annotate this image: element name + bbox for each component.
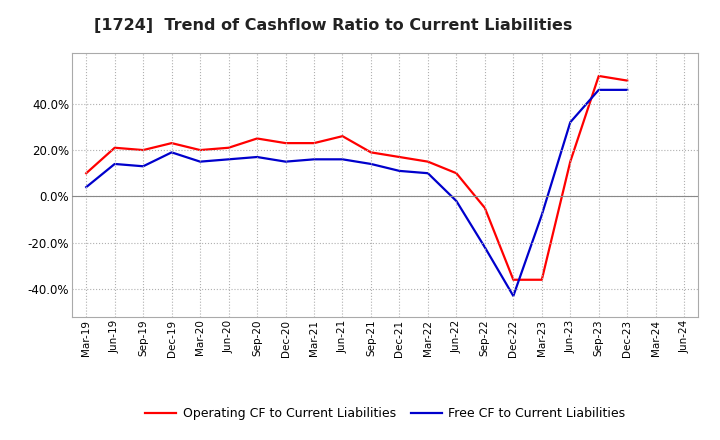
Operating CF to Current Liabilities: [509, 277, 518, 282]
Free CF to Current Liabilities: [509, 293, 518, 299]
Free CF to Current Liabilities: [167, 150, 176, 155]
Legend: Operating CF to Current Liabilities, Free CF to Current Liabilities: Operating CF to Current Liabilities, Fre…: [140, 402, 630, 425]
Operating CF to Current Liabilities: [595, 73, 603, 79]
Operating CF to Current Liabilities: [423, 159, 432, 164]
Line: Free CF to Current Liabilities: Free CF to Current Liabilities: [86, 90, 627, 296]
Free CF to Current Liabilities: [480, 245, 489, 250]
Operating CF to Current Liabilities: [395, 154, 404, 160]
Operating CF to Current Liabilities: [338, 133, 347, 139]
Free CF to Current Liabilities: [82, 184, 91, 190]
Operating CF to Current Liabilities: [480, 205, 489, 211]
Operating CF to Current Liabilities: [110, 145, 119, 150]
Operating CF to Current Liabilities: [623, 78, 631, 83]
Operating CF to Current Liabilities: [139, 147, 148, 153]
Free CF to Current Liabilities: [196, 159, 204, 164]
Operating CF to Current Liabilities: [310, 140, 318, 146]
Operating CF to Current Liabilities: [225, 145, 233, 150]
Operating CF to Current Liabilities: [452, 171, 461, 176]
Operating CF to Current Liabilities: [366, 150, 375, 155]
Free CF to Current Liabilities: [566, 120, 575, 125]
Operating CF to Current Liabilities: [282, 140, 290, 146]
Text: [1724]  Trend of Cashflow Ratio to Current Liabilities: [1724] Trend of Cashflow Ratio to Curren…: [94, 18, 572, 33]
Free CF to Current Liabilities: [395, 168, 404, 173]
Line: Operating CF to Current Liabilities: Operating CF to Current Liabilities: [86, 76, 627, 280]
Free CF to Current Liabilities: [338, 157, 347, 162]
Free CF to Current Liabilities: [537, 212, 546, 217]
Operating CF to Current Liabilities: [167, 140, 176, 146]
Free CF to Current Liabilities: [225, 157, 233, 162]
Free CF to Current Liabilities: [623, 87, 631, 92]
Operating CF to Current Liabilities: [82, 171, 91, 176]
Free CF to Current Liabilities: [139, 164, 148, 169]
Operating CF to Current Liabilities: [537, 277, 546, 282]
Free CF to Current Liabilities: [595, 87, 603, 92]
Free CF to Current Liabilities: [366, 161, 375, 167]
Free CF to Current Liabilities: [282, 159, 290, 164]
Free CF to Current Liabilities: [452, 198, 461, 204]
Free CF to Current Liabilities: [310, 157, 318, 162]
Operating CF to Current Liabilities: [566, 159, 575, 164]
Free CF to Current Liabilities: [110, 161, 119, 167]
Operating CF to Current Liabilities: [196, 147, 204, 153]
Free CF to Current Liabilities: [253, 154, 261, 160]
Operating CF to Current Liabilities: [253, 136, 261, 141]
Free CF to Current Liabilities: [423, 171, 432, 176]
